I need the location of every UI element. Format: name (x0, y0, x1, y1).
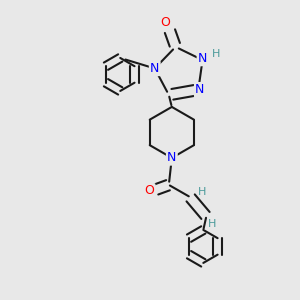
Text: N: N (195, 83, 205, 96)
Text: O: O (160, 16, 170, 29)
Text: N: N (150, 62, 159, 75)
Text: O: O (144, 184, 154, 197)
Text: N: N (167, 152, 176, 164)
Text: H: H (198, 188, 206, 197)
Text: H: H (208, 219, 217, 229)
Text: H: H (212, 49, 220, 59)
Text: N: N (198, 52, 207, 65)
